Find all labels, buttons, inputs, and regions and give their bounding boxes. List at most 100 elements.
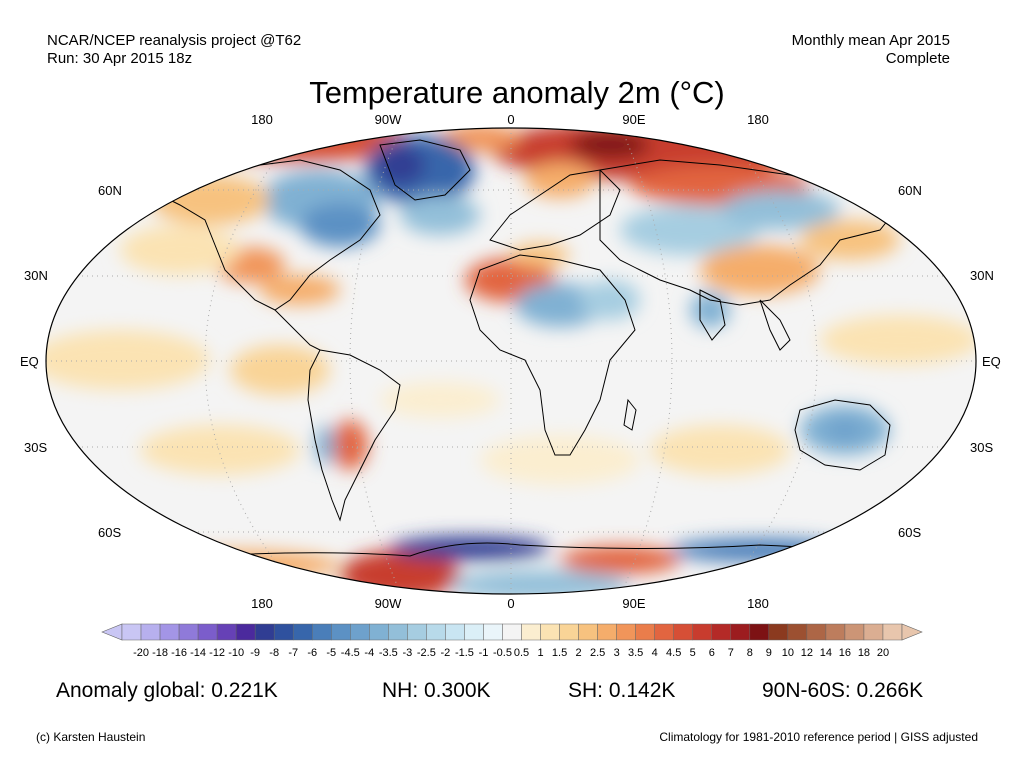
map-title: Temperature anomaly 2m (°C) <box>309 75 725 110</box>
colorbar-tick-label: -3 <box>402 647 413 659</box>
lon-label-bottom-90w: 90W <box>375 596 402 611</box>
colorbar-swatch <box>635 623 655 641</box>
colorbar-tick-label: 8 <box>746 647 753 659</box>
colorbar-tick-label: -3.5 <box>378 647 398 659</box>
colorbar <box>101 623 923 641</box>
lon-label-top-180w: 180 <box>251 112 273 127</box>
colorbar-tick-label: 2.5 <box>589 647 606 659</box>
colorbar-arrow-high <box>901 623 923 641</box>
colorbar-tick-label: 3.5 <box>628 647 644 659</box>
colorbar-swatch <box>616 623 636 641</box>
run-label: Run: 30 Apr 2015 18z <box>47 50 193 67</box>
colorbar-tick-label: -7 <box>288 647 299 659</box>
colorbar-swatch <box>388 623 408 641</box>
colorbar-tick-label: 12 <box>800 647 813 659</box>
colorbar-swatch <box>350 623 370 641</box>
colorbar-swatch <box>121 623 142 641</box>
colorbar-swatch <box>483 623 503 641</box>
colorbar-tick-label: 1 <box>537 647 544 659</box>
colorbar-swatch <box>844 623 865 641</box>
colorbar-swatch <box>464 623 484 641</box>
colorbar-tick-label: 4 <box>651 647 658 659</box>
stat-global: Anomaly global: 0.221K <box>56 679 278 702</box>
stat-nh: NH: 0.300K <box>382 679 491 702</box>
lat-label-right-eq: EQ <box>982 354 1001 369</box>
colorbar-swatch <box>292 623 313 641</box>
colorbar-swatch <box>159 623 180 641</box>
colorbar-tick-label: -4 <box>364 647 375 659</box>
colorbar-swatch <box>140 623 161 641</box>
colorbar-swatch <box>654 623 674 641</box>
colorbar-swatch <box>730 623 751 641</box>
project-label: NCAR/NCEP reanalysis project @T62 <box>47 32 302 49</box>
colorbar-tick-label: 9 <box>765 647 772 659</box>
colorbar-swatch <box>749 623 770 641</box>
colorbar-swatch <box>216 623 237 641</box>
graticule <box>46 128 976 594</box>
colorbar-swatch <box>445 623 465 641</box>
colorbar-tick-label: -4.5 <box>340 647 360 659</box>
lon-label-top-0: 0 <box>507 112 514 127</box>
lat-label-left-eq: EQ <box>20 354 39 369</box>
lat-label-right-30n: 30N <box>970 268 994 283</box>
colorbar-swatch <box>787 623 808 641</box>
stat-sh: SH: 0.142K <box>568 679 676 702</box>
colorbar-swatch <box>692 623 713 641</box>
globe-outline <box>45 127 977 595</box>
colorbar-swatch <box>768 623 789 641</box>
colorbar-tick-label: -8 <box>269 647 280 659</box>
colorbar-tick-label: -1 <box>478 647 489 659</box>
colorbar-swatch <box>578 623 598 641</box>
colorbar-tick-label: -20 <box>133 647 149 659</box>
anomaly-field <box>46 128 976 594</box>
colorbar-tick-label: -14 <box>190 647 207 659</box>
colorbar-tick-label: 10 <box>781 647 794 659</box>
colorbar-tick-label: -16 <box>171 647 188 659</box>
colorbar-tick-label: 16 <box>838 647 852 659</box>
lon-label-top-90w: 90W <box>375 112 402 127</box>
lat-label-right-60s: 60S <box>898 525 921 540</box>
colorbar-swatch <box>407 623 427 641</box>
colorbar-tick-label: 5 <box>689 647 696 659</box>
climatology-note: Climatology for 1981-2010 reference peri… <box>659 730 978 744</box>
colorbar-tick-label: -2 <box>440 647 451 659</box>
colorbar-swatch <box>273 623 294 641</box>
colorbar-tick-label: -1.5 <box>454 647 474 659</box>
colorbar-swatch <box>369 623 389 641</box>
period-label: Monthly mean Apr 2015 <box>791 32 950 49</box>
lon-label-top-90e: 90E <box>622 112 645 127</box>
colorbar-tick-label: 7 <box>727 647 734 659</box>
colorbar-tick-label: 0.5 <box>513 647 530 659</box>
colorbar-swatch <box>311 623 332 641</box>
lat-label-left-60n: 60N <box>98 183 122 198</box>
lon-label-bottom-90e: 90E <box>622 596 645 611</box>
colorbar-tick-label: 3 <box>613 647 620 659</box>
colorbar-swatch <box>178 623 199 641</box>
colorbar-tick-label: -9 <box>250 647 261 659</box>
stat-arctic: 90N-60S: 0.266K <box>762 679 924 702</box>
lat-label-right-60n: 60N <box>898 183 922 198</box>
credit-label: (c) Karsten Haustein <box>36 730 146 744</box>
colorbar-swatch <box>197 623 218 641</box>
colorbar-swatch <box>235 623 256 641</box>
colorbar-swatch <box>559 623 579 641</box>
lon-label-bottom-0: 0 <box>507 596 514 611</box>
colorbar-swatch <box>521 623 541 641</box>
lat-label-right-30s: 30S <box>970 440 993 455</box>
colorbar-tick-label: 4.5 <box>666 647 682 659</box>
colorbar-swatch <box>825 623 846 641</box>
lon-label-bottom-180e: 180 <box>747 596 769 611</box>
lat-label-left-30s: 30S <box>24 440 47 455</box>
colorbar-tick-label: 6 <box>708 647 715 659</box>
colorbar-tick-label: 1.5 <box>551 647 568 659</box>
colorbar-swatch <box>254 623 275 641</box>
lon-label-top-180e: 180 <box>747 112 769 127</box>
lon-label-bottom-180w: 180 <box>251 596 273 611</box>
colorbar-tick-label: 18 <box>857 647 871 659</box>
colorbar-swatch <box>882 623 903 641</box>
status-label: Complete <box>885 50 950 67</box>
lat-label-left-60s: 60S <box>98 525 121 540</box>
colorbar-tick-label: 2 <box>575 647 582 659</box>
lat-label-left-30n: 30N <box>24 268 48 283</box>
